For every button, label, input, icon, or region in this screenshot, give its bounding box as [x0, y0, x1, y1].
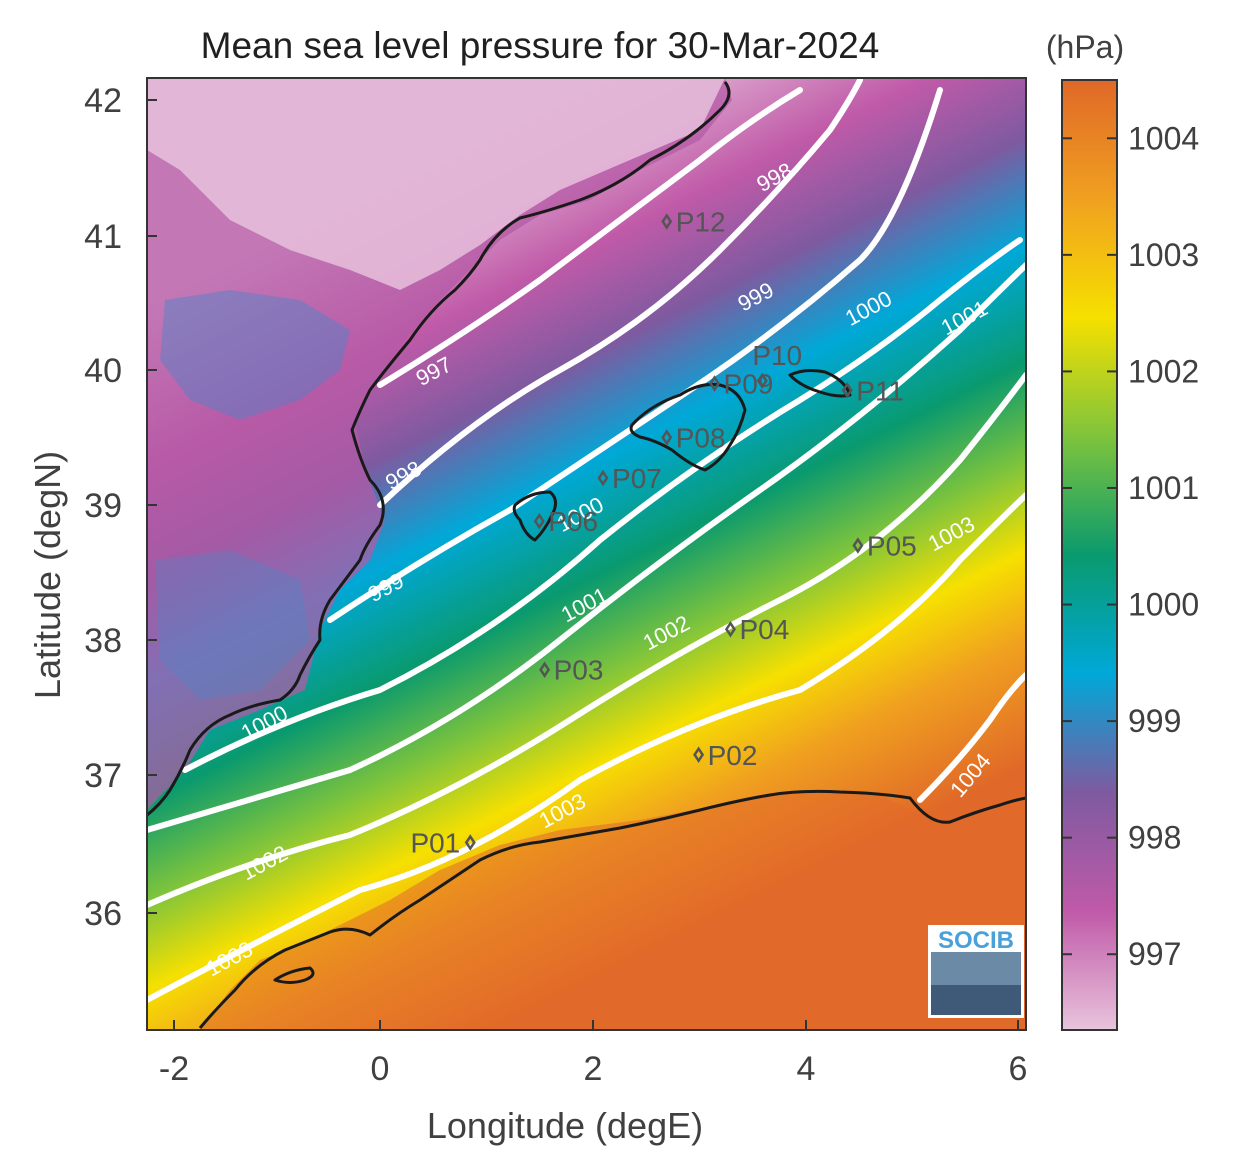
menorca-coastline — [788, 369, 852, 398]
station-marker[interactable] — [661, 213, 673, 230]
isobar-1002 — [147, 372, 1026, 908]
alboran-island-coastline — [273, 966, 315, 984]
station-label: P10 — [752, 340, 802, 371]
colorbar: (hPa) 1004 1003 1002 1001 1000 999 998 997 — [1046, 29, 1199, 1031]
y-tick-label: 41 — [84, 218, 122, 256]
colorbar-tick-label: 1002 — [1128, 353, 1199, 389]
station-label: P11 — [856, 375, 904, 406]
station-marker[interactable] — [597, 469, 609, 487]
map-frame — [146, 77, 1027, 1031]
tick-marks — [147, 99, 1019, 1030]
iberia-south-blue-patch — [155, 550, 310, 700]
colorbar-tick-label: 1003 — [1128, 237, 1199, 273]
station-label: P01 — [410, 828, 460, 859]
map-title: Mean sea level pressure for 30-Mar-2024 — [201, 25, 880, 66]
x-axis-title: Longitude (degE) — [427, 1105, 703, 1146]
isobar-contours — [147, 78, 1026, 1003]
station-marker[interactable] — [841, 381, 853, 399]
coastlines — [147, 81, 1026, 1029]
station-marker[interactable] — [539, 661, 551, 678]
station-marker[interactable] — [464, 834, 476, 851]
colorbar-ticks: 1004 1003 1002 1001 1000 999 998 997 — [1062, 120, 1199, 972]
ibiza-coastline — [512, 490, 557, 542]
x-tick-label: 4 — [797, 1050, 816, 1088]
station-label: P06 — [548, 506, 598, 537]
station-label: P07 — [612, 463, 662, 494]
isobar-1001 — [147, 262, 1026, 833]
station-label: P08 — [676, 423, 726, 454]
colorbar-unit: (hPa) — [1046, 29, 1124, 65]
station-marker[interactable] — [852, 537, 864, 554]
colorbar-strip — [1061, 79, 1118, 1031]
socib-logo: SOCIB — [928, 925, 1024, 1018]
colorbar-tick-label: 997 — [1128, 936, 1181, 972]
isobar-998 — [377, 78, 863, 508]
isobar-997 — [377, 87, 803, 388]
logo-text: SOCIB — [938, 927, 1014, 954]
y-tick-label: 37 — [84, 757, 122, 795]
y-tick-label: 40 — [84, 352, 122, 390]
logo-water-dark — [931, 985, 1021, 1015]
y-tick-label: 36 — [84, 895, 122, 933]
station-label: P12 — [676, 207, 726, 238]
y-tick-label: 38 — [84, 622, 122, 660]
mallorca-coastline — [629, 383, 747, 472]
station-marker[interactable] — [756, 372, 768, 390]
x-tick-label: -2 — [159, 1050, 189, 1088]
colorbar-tick-label: 1000 — [1128, 587, 1199, 623]
iberia-blue-patch — [160, 290, 350, 420]
y-tick-label: 42 — [84, 82, 122, 120]
station-label: P05 — [867, 531, 917, 562]
x-tick-labels: -2 0 2 4 6 — [159, 1050, 1028, 1088]
colorbar-tick-label: 1001 — [1128, 470, 1199, 506]
colorbar-tick-label: 1004 — [1128, 120, 1199, 156]
y-tick-label: 39 — [84, 487, 122, 525]
x-tick-label: 6 — [1009, 1050, 1028, 1088]
y-tick-labels: 42 41 40 39 38 37 36 — [84, 82, 122, 933]
station-marker[interactable] — [709, 375, 721, 392]
map-plot-area: 997 998 998 999 999 1000 1000 1000 1001 … — [147, 78, 1026, 1030]
isobar-1000 — [182, 237, 1023, 773]
iberia-pale-area — [147, 78, 725, 290]
africa-land — [200, 790, 1026, 1030]
station-label: P03 — [554, 655, 604, 686]
africa-coastline — [198, 789, 1026, 1029]
station-marker[interactable] — [693, 746, 705, 764]
iberia-coastline — [147, 81, 731, 817]
station-marker[interactable] — [661, 429, 673, 446]
colorbar-tick-label: 999 — [1128, 703, 1181, 739]
station-marker[interactable] — [724, 620, 736, 638]
colorbar-tick-label: 998 — [1128, 820, 1181, 856]
x-tick-label: 0 — [371, 1050, 390, 1088]
isobar-1004 — [917, 672, 1026, 803]
iberia-land — [147, 78, 732, 810]
station-label: P02 — [708, 740, 758, 771]
y-axis-title: Latitude (degN) — [27, 451, 68, 699]
station-marker[interactable] — [533, 512, 545, 530]
x-tick-label: 2 — [584, 1050, 603, 1088]
station-label: P09 — [724, 369, 774, 400]
station-label: P04 — [739, 614, 789, 645]
isobar-1003 — [147, 492, 1026, 1003]
